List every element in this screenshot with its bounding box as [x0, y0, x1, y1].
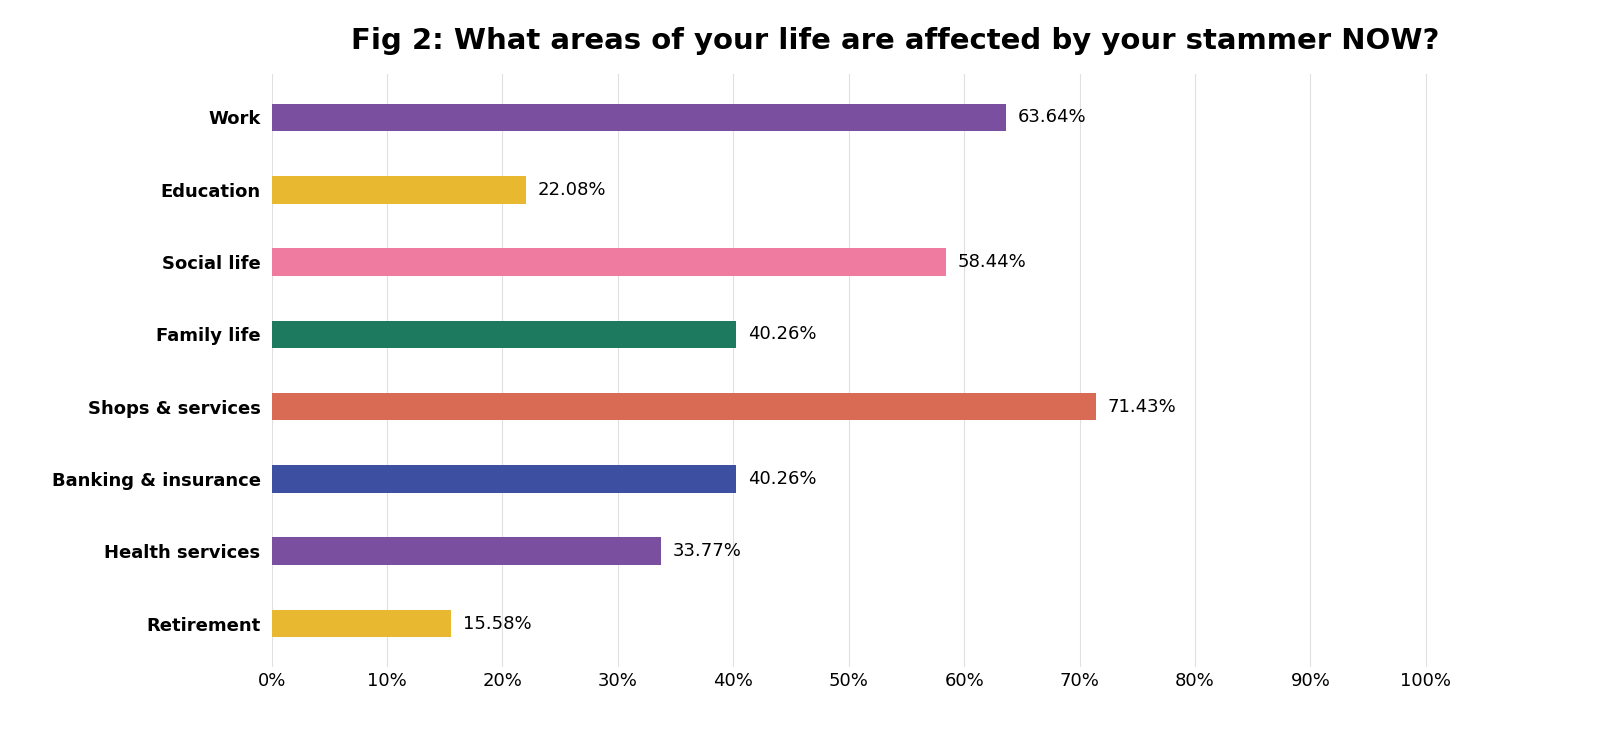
- Bar: [272, 176, 526, 204]
- Text: 15.58%: 15.58%: [463, 614, 532, 633]
- Text: 63.64%: 63.64%: [1018, 108, 1087, 127]
- Text: 33.77%: 33.77%: [673, 542, 741, 560]
- Text: 71.43%: 71.43%: [1107, 398, 1176, 416]
- Text: 22.08%: 22.08%: [539, 181, 607, 199]
- Bar: [272, 393, 1096, 420]
- Bar: [272, 104, 1007, 131]
- Text: 40.26%: 40.26%: [748, 470, 817, 488]
- Text: 40.26%: 40.26%: [748, 325, 817, 343]
- Text: 58.44%: 58.44%: [957, 253, 1026, 271]
- Bar: [272, 321, 737, 348]
- Bar: [272, 465, 737, 493]
- Bar: [272, 248, 946, 276]
- Bar: [272, 537, 662, 565]
- Title: Fig 2: What areas of your life are affected by your stammer NOW?: Fig 2: What areas of your life are affec…: [350, 27, 1440, 55]
- Bar: [272, 610, 452, 637]
